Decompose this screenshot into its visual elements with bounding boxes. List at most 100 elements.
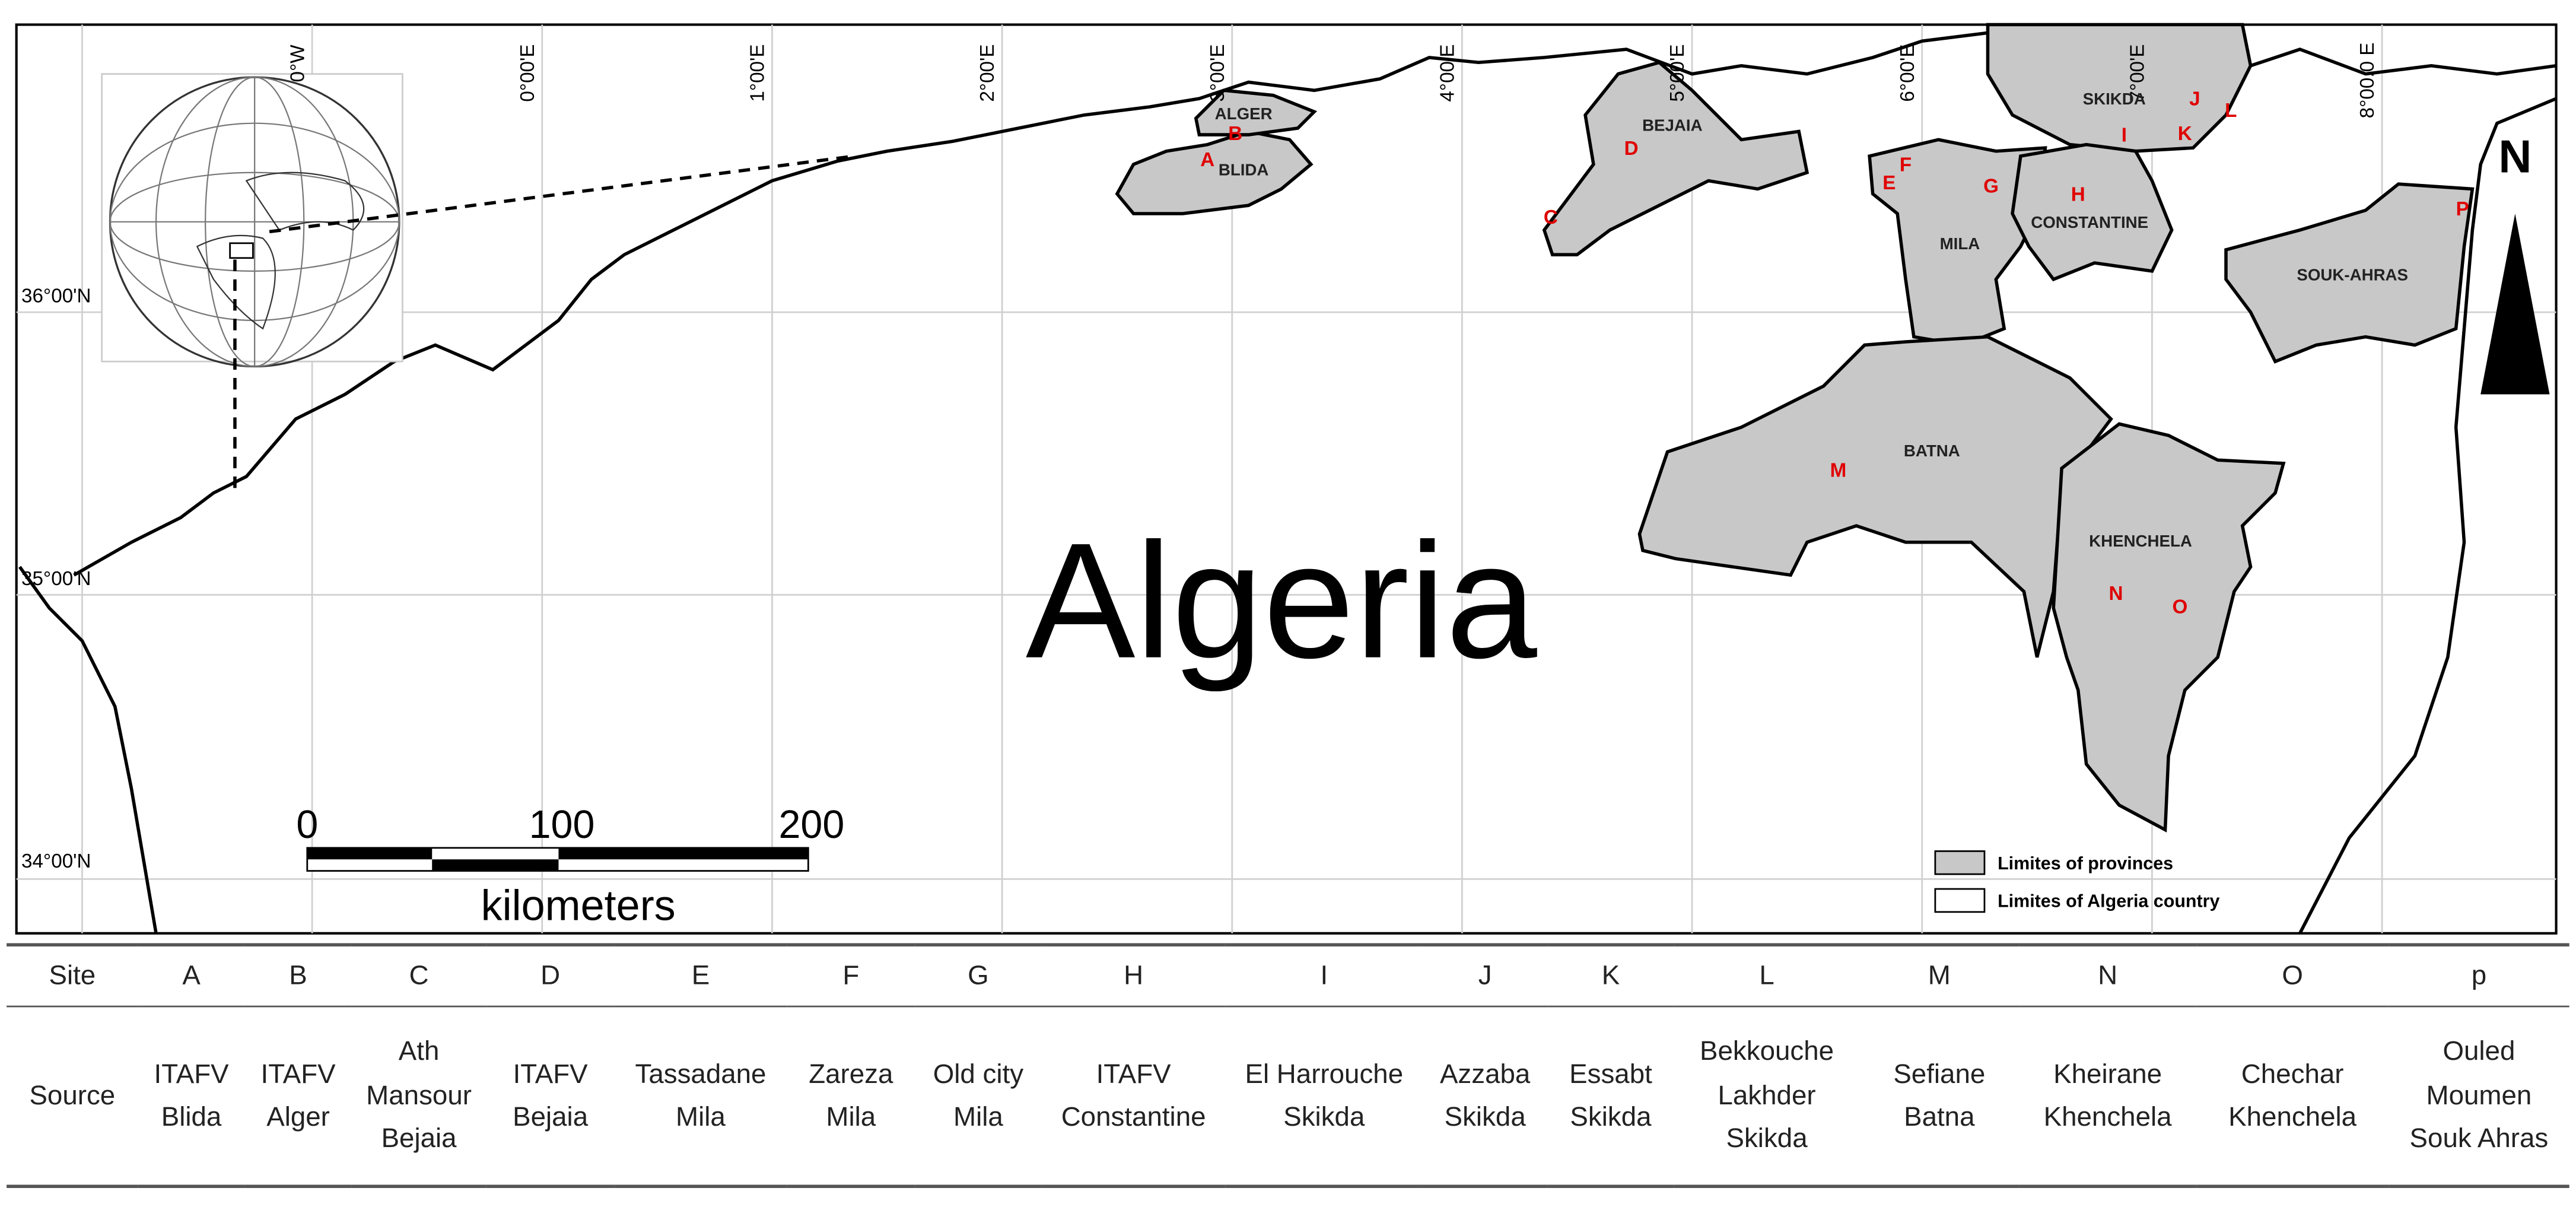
country-label: Algeria bbox=[1026, 509, 1538, 694]
scale-bar bbox=[306, 847, 809, 872]
site-label: B bbox=[1228, 123, 1242, 145]
lon-label: 7°00'E bbox=[2127, 44, 2149, 101]
site-label: K bbox=[2178, 123, 2192, 145]
scale-unit: kilometers bbox=[481, 882, 676, 930]
lon-label: 1°00'E bbox=[747, 44, 769, 101]
table-cell: Site bbox=[7, 943, 138, 1008]
lat-label: 34°00'N bbox=[21, 850, 91, 872]
province bbox=[2052, 422, 2286, 833]
west-border bbox=[18, 566, 158, 934]
globe bbox=[109, 76, 400, 368]
site-label: N bbox=[2108, 583, 2123, 605]
table-cell: Essabt Skikda bbox=[1547, 1006, 1674, 1188]
province bbox=[2011, 142, 2174, 282]
legend-label: Limites of Algeria country bbox=[1998, 891, 2219, 911]
table-cell: Azzaba Skikda bbox=[1422, 1006, 1548, 1188]
scale-label: 0 bbox=[296, 803, 318, 847]
province-label: SKIKDA bbox=[2083, 90, 2146, 108]
province bbox=[1194, 88, 1318, 136]
table-cell: K bbox=[1547, 943, 1674, 1008]
lon-label: 6°00'E bbox=[1897, 44, 1919, 101]
table-cell: E bbox=[614, 943, 787, 1008]
site-label: I bbox=[2122, 125, 2127, 147]
lon-label: 0°00'E bbox=[517, 44, 539, 101]
table-cell: Old city Mila bbox=[915, 1006, 1042, 1188]
table-cell: Chechar Khenchela bbox=[2196, 1006, 2389, 1188]
site-label: C bbox=[1544, 207, 1558, 228]
table-cell: M bbox=[1859, 943, 2020, 1008]
province-label: SOUK-AHRAS bbox=[2297, 266, 2408, 284]
province bbox=[2224, 182, 2475, 364]
site-label: F bbox=[1900, 154, 1912, 176]
site-label: E bbox=[1882, 172, 1896, 194]
lat-label: 36°00'N bbox=[21, 285, 91, 307]
lat-label: 35°00'N bbox=[21, 568, 91, 590]
province-label: ALGER bbox=[1215, 104, 1273, 123]
legend-label: Limites of provinces bbox=[1998, 853, 2173, 874]
map: 0°W 0°00'E 1°00'E 2°00'E 3°00'E 4°00'E 5… bbox=[15, 23, 2558, 935]
legend-swatch bbox=[1934, 888, 1986, 913]
table-cell: F bbox=[787, 943, 915, 1008]
site-label: O bbox=[2173, 596, 2188, 618]
site-label: G bbox=[1983, 175, 1999, 197]
province-label: BEJAIA bbox=[1642, 116, 1703, 135]
province bbox=[1115, 129, 1314, 215]
inset-highlight bbox=[229, 242, 254, 259]
site-label: D bbox=[1624, 138, 1639, 160]
table-cell: Source bbox=[7, 1006, 138, 1188]
table-cell: I bbox=[1225, 943, 1423, 1008]
table-cell: O bbox=[2196, 943, 2389, 1008]
table-cell: L bbox=[1674, 943, 1860, 1008]
table-cell: ITAFV Bejaia bbox=[486, 1006, 615, 1188]
table-cell: Zareza Mila bbox=[787, 1006, 915, 1188]
table-cell: ITAFV Constantine bbox=[1041, 1006, 1226, 1188]
scale-label: 100 bbox=[529, 803, 595, 847]
table-cell: Bekkouche Lakhder Skikda bbox=[1674, 1006, 1860, 1188]
site-label: H bbox=[2071, 183, 2085, 205]
inset-frame bbox=[101, 73, 403, 363]
province-label: KHENCHELA bbox=[2089, 532, 2192, 550]
lon-label: 0°W bbox=[287, 45, 309, 82]
table-cell: Kheirane Khenchela bbox=[2019, 1006, 2197, 1188]
site-label: J bbox=[2189, 88, 2200, 110]
north-arrow bbox=[2480, 213, 2550, 395]
east-border bbox=[2298, 97, 2557, 935]
province-label: CONSTANTINE bbox=[2031, 213, 2148, 231]
table-cell: J bbox=[1422, 943, 1548, 1008]
lon-label: 8°00.0 E bbox=[2356, 43, 2378, 119]
table-row: Source ITAFV Blida ITAFV Alger Ath Mansour … bbox=[7, 1006, 2569, 1188]
lon-label: 5°00'E bbox=[1667, 44, 1688, 101]
table-cell: El Harrouche Skikda bbox=[1225, 1006, 1423, 1188]
province-label: BLIDA bbox=[1219, 160, 1269, 179]
table-cell: C bbox=[351, 943, 486, 1008]
province-label: BATNA bbox=[1904, 441, 1960, 460]
table-cell: Ouled Moumen Souk Ahras bbox=[2389, 1006, 2569, 1188]
province bbox=[1986, 23, 2253, 153]
table-cell: Ath Mansour Bejaia bbox=[351, 1006, 486, 1188]
scale-label: 200 bbox=[778, 803, 844, 847]
north-label: N bbox=[2498, 132, 2532, 183]
table-cell: Tassadane Mila bbox=[614, 1006, 787, 1188]
site-label: L bbox=[2225, 100, 2237, 122]
site-label: P bbox=[2456, 198, 2469, 220]
table-cell: ITAFV Blida bbox=[138, 1006, 245, 1188]
site-label: M bbox=[1830, 459, 1847, 481]
table-cell: N bbox=[2019, 943, 2197, 1008]
province-label: MILA bbox=[1940, 234, 1980, 253]
table-cell: B bbox=[244, 943, 352, 1008]
lon-label: 3°00'E bbox=[1207, 44, 1229, 101]
table-cell: G bbox=[915, 943, 1042, 1008]
table-cell: A bbox=[138, 943, 245, 1008]
table-cell: ITAFV Alger bbox=[244, 1006, 352, 1188]
legend-swatch bbox=[1934, 850, 1986, 875]
province bbox=[1542, 61, 1809, 256]
lon-label: 2°00'E bbox=[977, 44, 998, 101]
table-cell: p bbox=[2389, 943, 2569, 1008]
table-cell: Sefiane Batna bbox=[1859, 1006, 2020, 1188]
table-cell: D bbox=[486, 943, 615, 1008]
province bbox=[1868, 138, 2047, 347]
site-label: A bbox=[1200, 149, 1214, 171]
